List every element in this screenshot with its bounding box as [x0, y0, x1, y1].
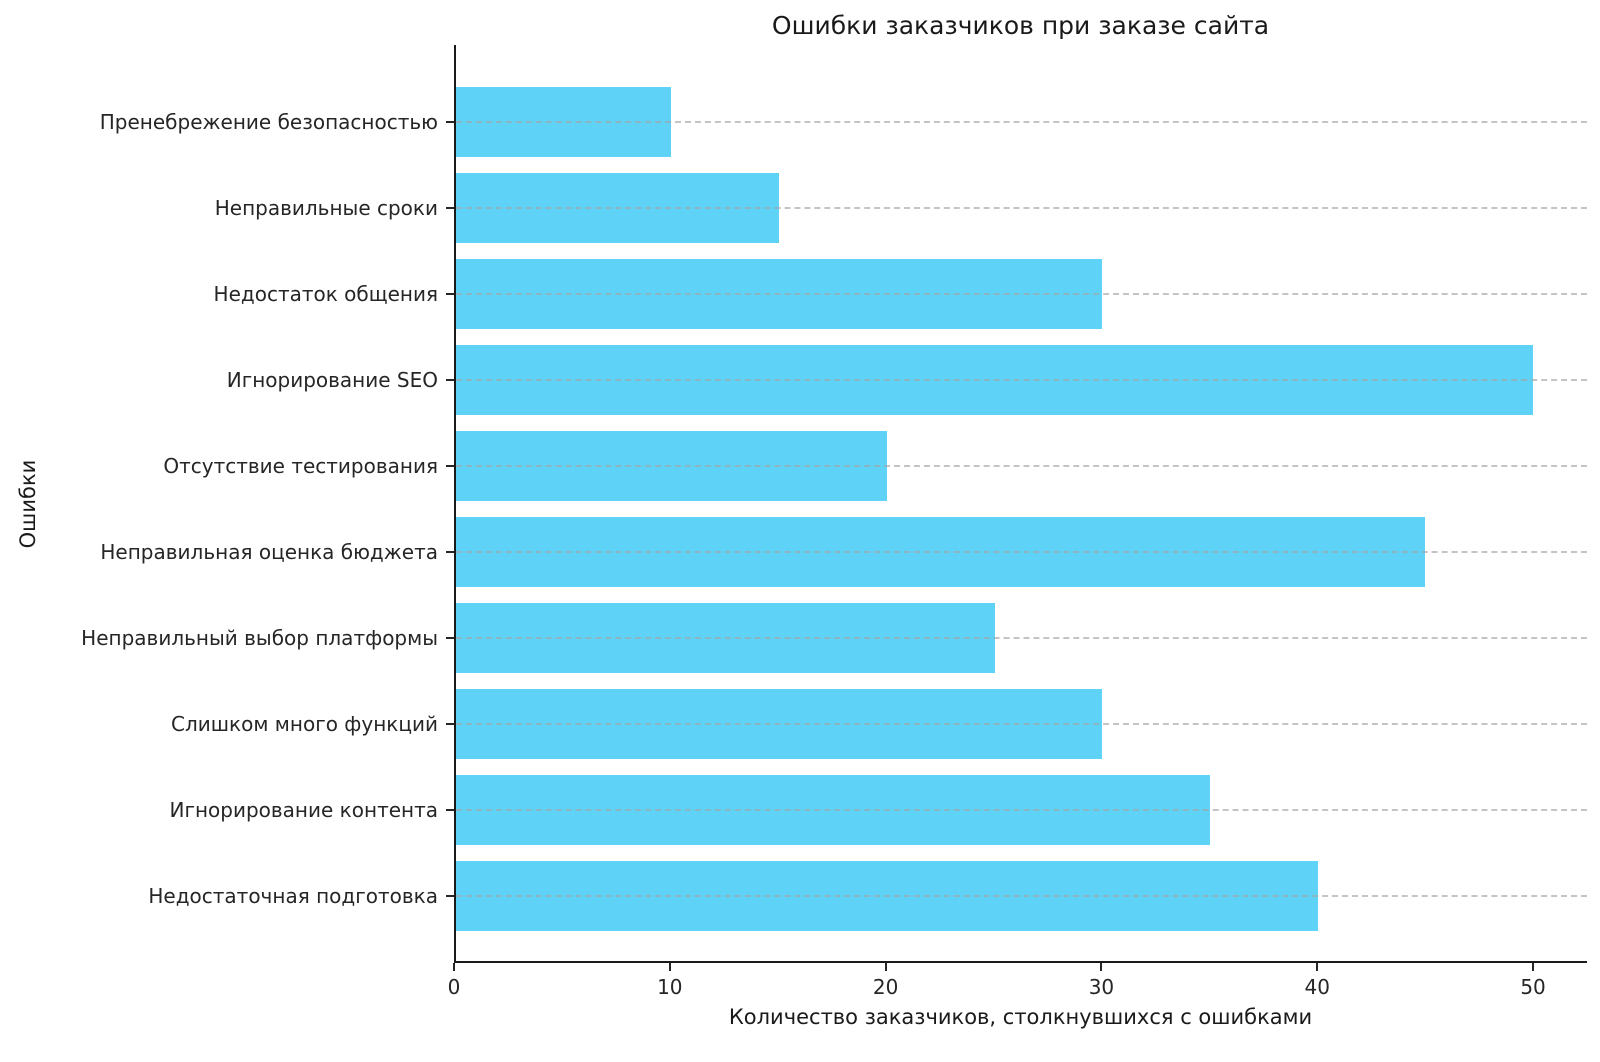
gridline-6: [456, 637, 1587, 639]
gridline-9: [456, 895, 1587, 897]
category-label-5: Неправильная оценка бюджета: [100, 540, 438, 564]
gridline-1: [456, 207, 1587, 209]
gridline-8: [456, 809, 1587, 811]
gridline-4: [456, 465, 1587, 467]
category-label-9: Недостаточная подготовка: [148, 884, 438, 908]
x-tick-mark-0: [453, 963, 455, 971]
x-tick-mark-50: [1532, 963, 1535, 971]
gridline-5: [456, 551, 1587, 553]
x-tick-mark-40: [1316, 963, 1319, 971]
x-tick-mark-10: [668, 963, 671, 971]
x-tick-label-40: 40: [1304, 975, 1330, 999]
y-tick-mark-4: [446, 465, 454, 467]
y-tick-mark-0: [446, 121, 454, 123]
plot-area: [454, 45, 1587, 963]
x-tick-mark-30: [1100, 963, 1103, 971]
chart-title: Ошибки заказчиков при заказе сайта: [771, 11, 1270, 40]
x-tick-label-50: 50: [1520, 975, 1546, 999]
y-tick-mark-9: [446, 895, 454, 897]
category-label-8: Игнорирование контента: [169, 798, 438, 822]
category-label-1: Неправильные сроки: [214, 196, 438, 220]
category-label-4: Отсутствие тестирования: [163, 454, 438, 478]
gridline-2: [456, 293, 1587, 295]
gridline-7: [456, 723, 1587, 725]
y-tick-mark-2: [446, 293, 454, 295]
category-label-6: Неправильный выбор платформы: [81, 626, 438, 650]
category-label-0: Пренебрежение безопасностью: [99, 110, 438, 134]
category-label-2: Недостаток общения: [213, 282, 438, 306]
y-tick-mark-1: [446, 207, 454, 209]
y-tick-mark-8: [446, 809, 454, 811]
y-tick-mark-3: [446, 379, 454, 381]
gridline-3: [456, 379, 1587, 381]
gridline-0: [456, 121, 1587, 123]
x-axis-label: Количество заказчиков, столкнувшихся с о…: [728, 1005, 1313, 1029]
y-tick-mark-7: [446, 723, 454, 725]
y-tick-mark-5: [446, 551, 454, 553]
x-tick-label-10: 10: [657, 975, 683, 999]
category-label-7: Слишком много функций: [170, 712, 438, 736]
x-tick-label-0: 0: [447, 975, 461, 999]
x-tick-mark-20: [884, 963, 887, 971]
x-tick-label-30: 30: [1088, 975, 1115, 999]
category-label-3: Игнорирование SEO: [226, 368, 438, 392]
y-tick-mark-6: [446, 637, 454, 639]
x-tick-label-20: 20: [872, 975, 899, 999]
